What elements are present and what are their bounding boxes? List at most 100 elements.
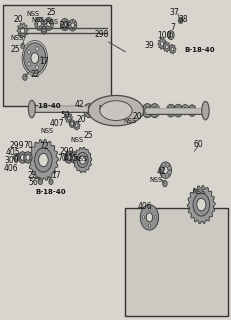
Circle shape (74, 22, 75, 23)
Ellipse shape (201, 101, 208, 120)
Text: 70: 70 (57, 154, 67, 163)
Circle shape (179, 19, 181, 22)
Text: 60: 60 (193, 140, 203, 149)
Circle shape (170, 47, 173, 51)
Polygon shape (73, 121, 80, 130)
Circle shape (194, 110, 195, 111)
Circle shape (70, 154, 72, 156)
Circle shape (92, 107, 93, 108)
Circle shape (67, 153, 68, 154)
Circle shape (148, 208, 150, 211)
Circle shape (26, 155, 30, 160)
Circle shape (65, 157, 66, 158)
Circle shape (173, 104, 182, 117)
Text: 20: 20 (13, 15, 23, 24)
Circle shape (175, 113, 176, 115)
Circle shape (26, 161, 27, 162)
Circle shape (25, 154, 26, 156)
Circle shape (73, 161, 74, 162)
Circle shape (24, 159, 26, 161)
Polygon shape (168, 44, 175, 54)
Circle shape (40, 56, 43, 60)
Circle shape (169, 169, 170, 171)
Circle shape (79, 156, 85, 164)
Text: 70: 70 (23, 141, 33, 150)
Circle shape (27, 50, 30, 54)
Circle shape (172, 113, 173, 115)
Circle shape (34, 148, 52, 172)
Circle shape (36, 47, 38, 51)
Circle shape (76, 154, 77, 156)
Polygon shape (28, 140, 58, 180)
Text: B-18-40: B-18-40 (30, 103, 60, 109)
Circle shape (152, 105, 154, 107)
Circle shape (39, 19, 40, 20)
Circle shape (176, 108, 179, 113)
Circle shape (69, 25, 70, 26)
Circle shape (166, 110, 167, 111)
Circle shape (193, 107, 194, 108)
Circle shape (92, 113, 93, 115)
Ellipse shape (28, 100, 35, 118)
Text: 22: 22 (30, 70, 40, 79)
Circle shape (67, 116, 70, 120)
Text: 17: 17 (40, 57, 49, 66)
Circle shape (173, 110, 174, 111)
Circle shape (86, 107, 91, 114)
Circle shape (27, 62, 30, 66)
Circle shape (154, 216, 156, 219)
Circle shape (74, 28, 75, 29)
Circle shape (187, 105, 195, 116)
Circle shape (64, 20, 65, 21)
Circle shape (71, 157, 72, 158)
Circle shape (189, 107, 190, 108)
Circle shape (149, 107, 151, 108)
Circle shape (72, 29, 73, 30)
Text: NSS: NSS (70, 137, 83, 143)
Circle shape (70, 122, 73, 125)
Text: 42: 42 (156, 167, 166, 176)
Circle shape (41, 20, 42, 21)
Circle shape (72, 155, 76, 160)
Circle shape (21, 44, 24, 49)
Text: NSS: NSS (26, 12, 39, 17)
Text: 25: 25 (46, 8, 55, 17)
Circle shape (18, 152, 27, 163)
Circle shape (83, 104, 94, 118)
Circle shape (167, 31, 173, 40)
Circle shape (142, 110, 144, 112)
Circle shape (66, 21, 67, 22)
Text: 298: 298 (94, 30, 108, 39)
Circle shape (67, 24, 68, 25)
Circle shape (157, 110, 158, 112)
Circle shape (69, 153, 70, 154)
Circle shape (146, 213, 152, 222)
Circle shape (70, 157, 72, 158)
Circle shape (31, 53, 39, 63)
Circle shape (150, 107, 152, 108)
Text: 42: 42 (74, 100, 84, 109)
Text: 406: 406 (137, 202, 152, 211)
Text: 25: 25 (111, 102, 120, 111)
Text: 39: 39 (144, 41, 154, 50)
Text: 100: 100 (156, 31, 170, 40)
Text: NSS: NSS (149, 177, 161, 183)
Circle shape (24, 154, 26, 156)
Circle shape (150, 113, 152, 115)
Circle shape (38, 178, 43, 185)
Circle shape (168, 108, 172, 113)
Circle shape (24, 152, 32, 163)
Circle shape (76, 159, 77, 161)
Circle shape (162, 180, 167, 187)
Circle shape (69, 120, 75, 127)
Circle shape (41, 27, 47, 34)
Circle shape (89, 115, 90, 116)
Circle shape (71, 159, 72, 161)
Circle shape (19, 157, 20, 158)
Circle shape (37, 21, 41, 27)
Text: 407: 407 (49, 118, 64, 128)
Polygon shape (73, 147, 91, 173)
Circle shape (70, 152, 78, 163)
Circle shape (155, 115, 156, 116)
Circle shape (156, 113, 158, 115)
